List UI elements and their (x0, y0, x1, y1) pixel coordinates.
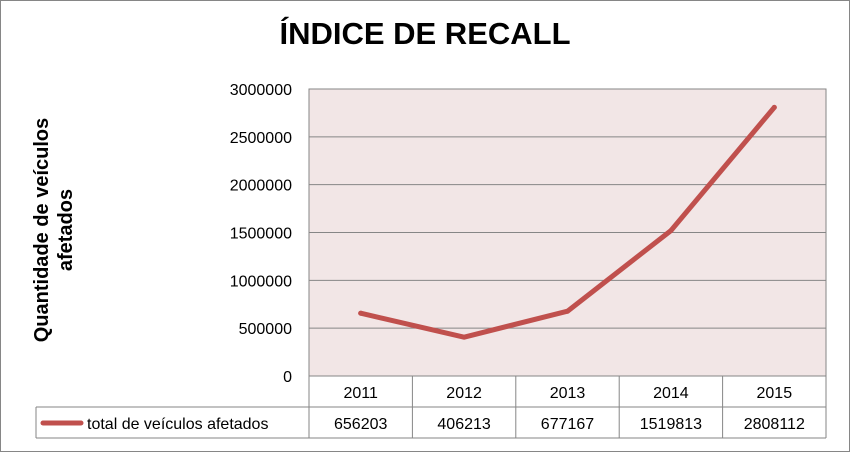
y-tick-label: 0 (283, 369, 292, 386)
table-value: 656203 (334, 416, 387, 433)
x-tick-label: 2013 (550, 385, 586, 402)
chart-title: ÍNDICE DE RECALL (279, 16, 571, 51)
data-point (565, 308, 570, 314)
x-tick-label: 2011 (343, 385, 378, 402)
data-point (358, 310, 364, 316)
y-tick-label: 1500000 (230, 226, 292, 243)
data-point (461, 334, 467, 340)
y-tick-label: 2500000 (230, 130, 292, 147)
plot-border (308, 88, 827, 377)
table-value: 2808112 (744, 416, 805, 433)
legend-series-name: total de veículos afetados (87, 416, 268, 433)
table-value: 677167 (541, 416, 594, 433)
y-tick-label: 3000000 (230, 82, 292, 99)
data-point (771, 104, 777, 110)
table-value: 406213 (437, 416, 490, 433)
y-tick-label: 500000 (239, 321, 292, 338)
data-point (668, 228, 674, 234)
x-tick-label: 2012 (446, 385, 482, 402)
x-tick-label: 2014 (653, 385, 689, 402)
y-tick-label: 1000000 (230, 273, 292, 290)
y-tick-label: 2000000 (230, 178, 292, 195)
x-tick-label: 2015 (757, 385, 793, 402)
table-value: 1519813 (640, 416, 702, 433)
